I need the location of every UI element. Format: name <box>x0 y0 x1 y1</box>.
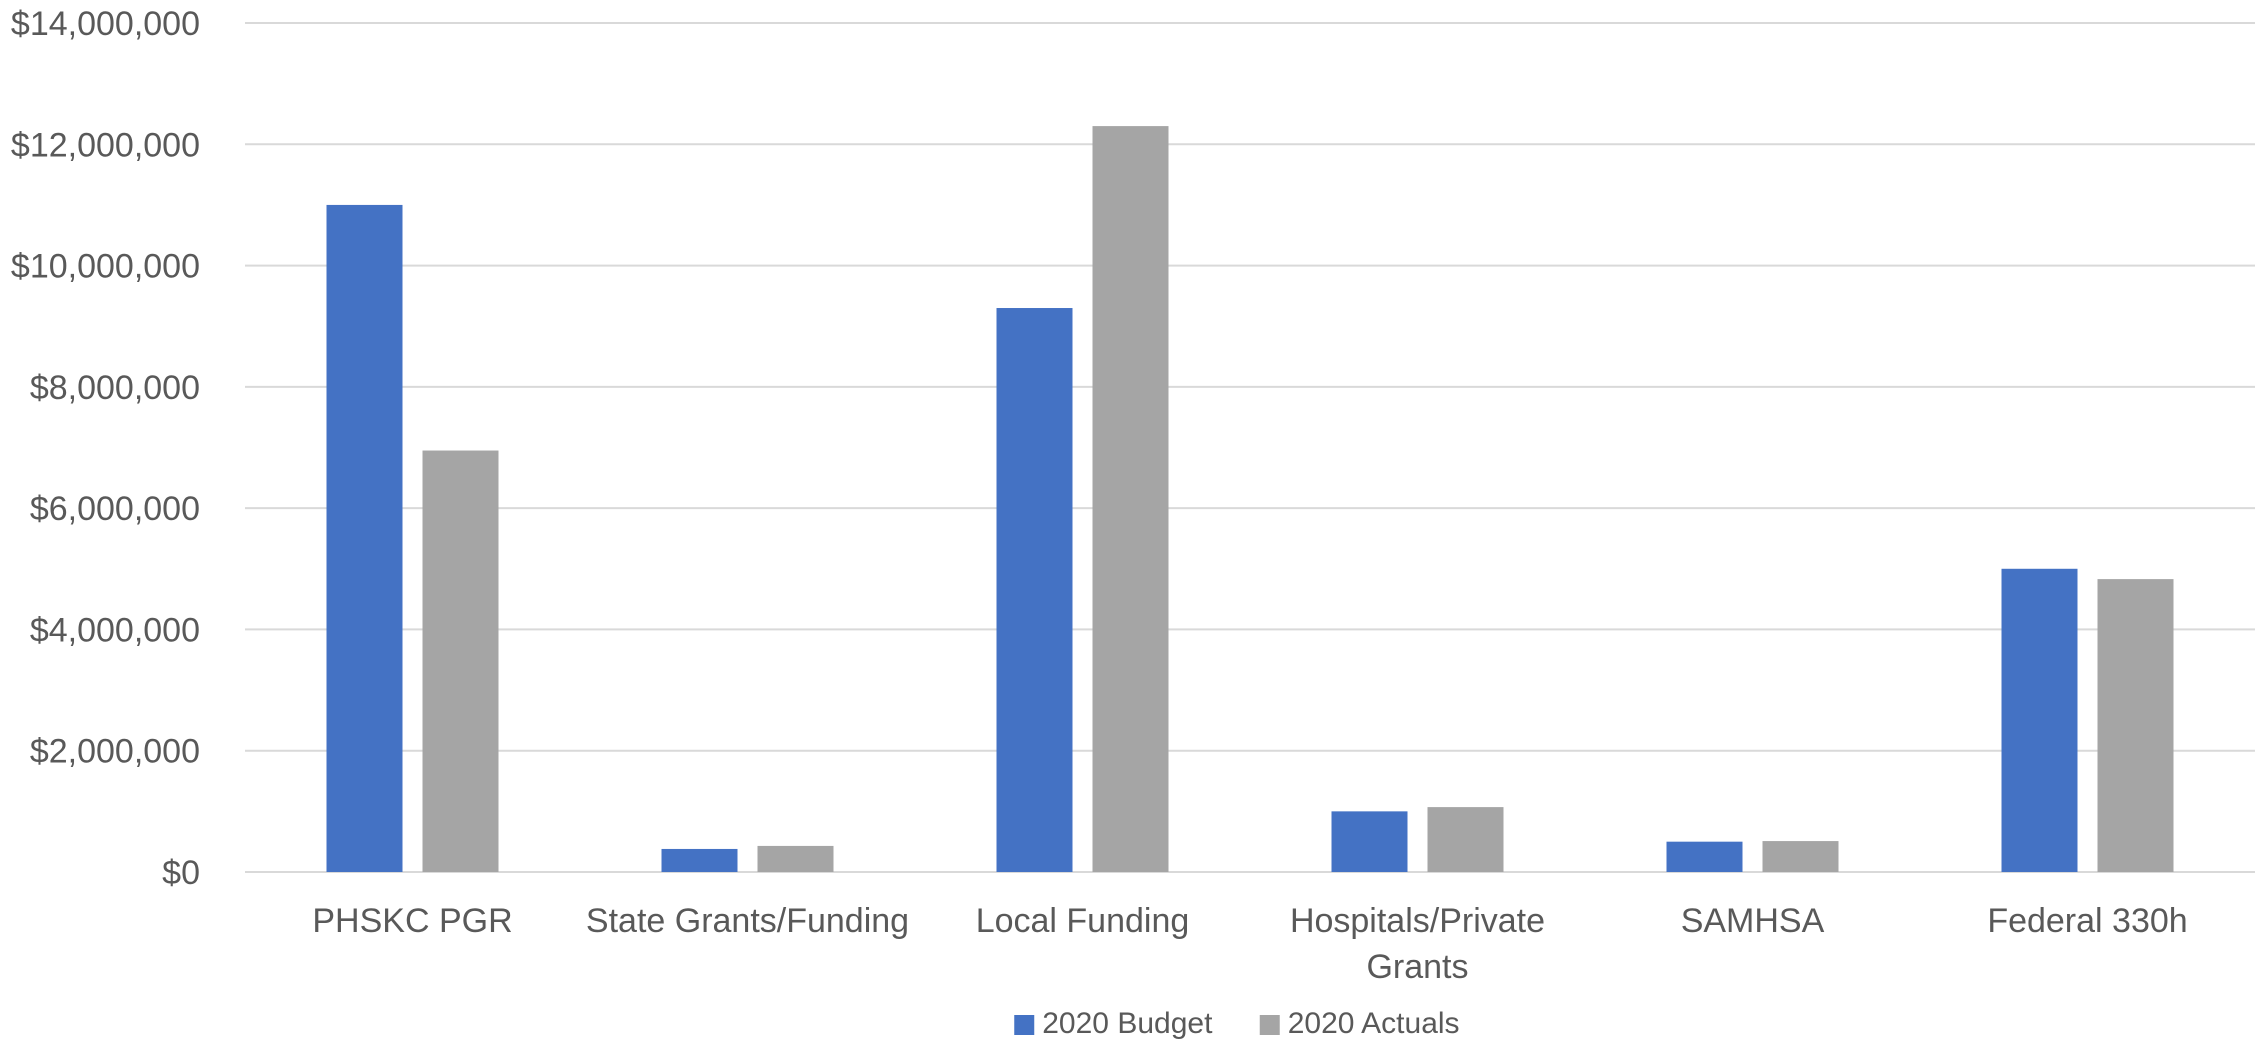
x-category-label: Federal 330h <box>1987 902 2187 940</box>
bar-2020-actuals <box>1092 126 1169 873</box>
legend: 2020 Budget 2020 Actuals <box>1014 1007 1460 1040</box>
y-tick-label: $0 <box>162 854 200 892</box>
x-category-label: Grants <box>1366 948 1468 986</box>
bar-2020-budget <box>1331 811 1408 872</box>
bar-2020-budget <box>2001 568 2078 872</box>
bar-2020-budget <box>661 848 738 872</box>
bar-2020-actuals <box>1762 841 1839 872</box>
legend-label: 2020 Actuals <box>1288 1007 1460 1040</box>
y-tick-label: $10,000,000 <box>11 248 200 286</box>
bar-2020-budget <box>996 308 1073 872</box>
legend-swatch <box>1014 1015 1035 1035</box>
x-category-label: PHSKC PGR <box>312 902 512 940</box>
x-category-label: Local Funding <box>976 902 1190 940</box>
y-tick-label: $14,000,000 <box>11 5 200 43</box>
bar-2020-budget <box>1666 841 1743 872</box>
x-category-label: Hospitals/Private <box>1290 902 1545 940</box>
bar-2020-actuals <box>422 450 499 872</box>
y-axis-tick-labels: $0 $2,000,000 $4,000,000 $6,000,000 $8,000,0… <box>11 5 200 892</box>
y-tick-label: $4,000,000 <box>30 611 200 649</box>
x-category-label: SAMHSA <box>1681 902 1825 940</box>
y-tick-label: $8,000,000 <box>30 369 200 407</box>
bar-2020-actuals <box>1427 807 1504 872</box>
legend-swatch <box>1259 1015 1280 1035</box>
bar-2020-actuals <box>2097 579 2174 872</box>
y-tick-label: $2,000,000 <box>30 733 200 771</box>
bar-2020-budget <box>326 204 403 872</box>
gridlines <box>245 22 2255 873</box>
x-category-label: State Grants/Funding <box>586 902 909 940</box>
y-tick-label: $6,000,000 <box>30 490 200 528</box>
x-axis-category-labels: PHSKC PGR State Grants/Funding Local Fundi… <box>312 902 2187 986</box>
bar-2020-actuals <box>757 845 834 872</box>
bars <box>326 126 2174 873</box>
y-tick-label: $12,000,000 <box>11 126 200 164</box>
legend-label: 2020 Budget <box>1042 1007 1213 1040</box>
